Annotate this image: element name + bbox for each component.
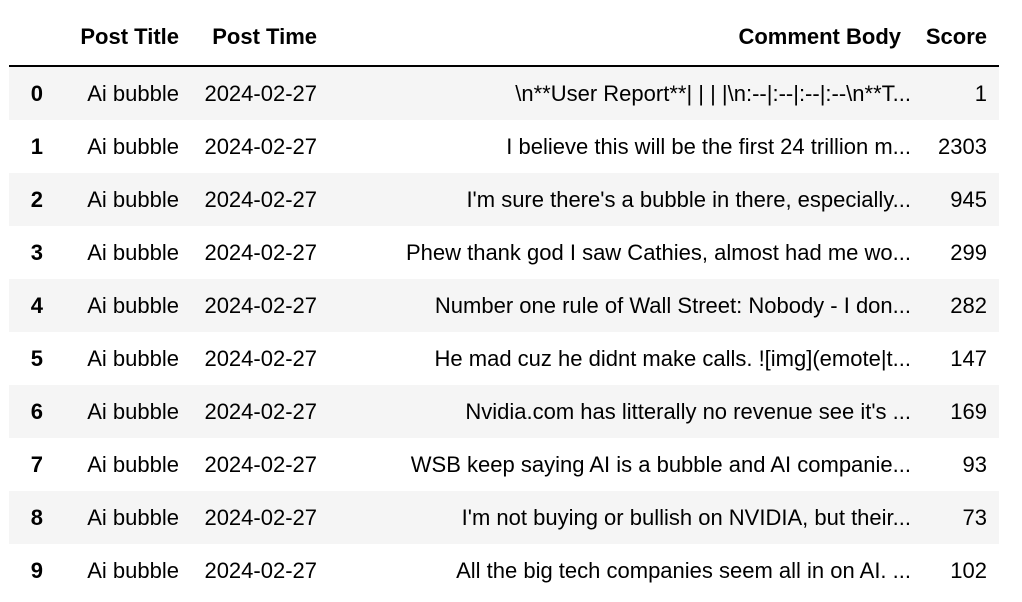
header-row: Post Title Post Time Comment Body Score: [9, 9, 999, 67]
table-header: Post Title Post Time Comment Body Score: [9, 9, 999, 67]
cell-comment-body: \n**User Report**| | | |\n:--|:--|:--|:-…: [515, 80, 911, 106]
cell-post-title: Ai bubble: [87, 186, 179, 212]
cell-score: 282: [950, 292, 987, 318]
cell-post-time: 2024-02-27: [204, 345, 317, 371]
cell-score: 93: [962, 451, 987, 477]
row-index: 9: [30, 557, 43, 583]
cell-post-time: 2024-02-27: [204, 451, 317, 477]
row-index: 5: [30, 345, 43, 371]
cell-comment-body: All the big tech companies seem all in o…: [456, 557, 911, 583]
cell-score: 169: [950, 398, 987, 424]
header-comment-body: Comment Body: [325, 9, 913, 67]
table-row: 2 Ai bubble 2024-02-27 I'm sure there's a b…: [9, 173, 999, 226]
cell-post-time: 2024-02-27: [204, 398, 317, 424]
cell-comment-body: Number one rule of Wall Street: Nobody -…: [434, 292, 911, 318]
header-score: Score: [913, 9, 999, 67]
dataframe-output: Post Title Post Time Comment Body Score …: [9, 9, 999, 597]
cell-post-title: Ai bubble: [87, 80, 179, 106]
cell-comment-body: He mad cuz he didnt make calls. ![img](e…: [434, 345, 911, 371]
cell-post-title: Ai bubble: [87, 504, 179, 530]
cell-post-time: 2024-02-27: [204, 133, 317, 159]
table-row: 7 Ai bubble 2024-02-27 WSB keep saying AI i…: [9, 438, 999, 491]
cell-comment-body: WSB keep saying AI is a bubble and AI co…: [410, 451, 911, 477]
cell-post-title: Ai bubble: [87, 451, 179, 477]
row-index: 2: [30, 186, 43, 212]
cell-score: 299: [950, 239, 987, 265]
table-row: 0 Ai bubble 2024-02-27 \n**User Report**| |…: [9, 66, 999, 120]
row-index: 7: [30, 451, 43, 477]
row-index: 4: [30, 292, 43, 318]
cell-score: 945: [950, 186, 987, 212]
cell-score: 1: [974, 80, 987, 106]
cell-score: 102: [950, 557, 987, 583]
cell-post-title: Ai bubble: [87, 345, 179, 371]
table-row: 3 Ai bubble 2024-02-27 Phew thank god I saw…: [9, 226, 999, 279]
cell-score: 2303: [938, 133, 987, 159]
header-post-title: Post Title: [51, 9, 187, 67]
cell-post-time: 2024-02-27: [204, 239, 317, 265]
cell-score: 73: [962, 504, 987, 530]
cell-post-time: 2024-02-27: [204, 504, 317, 530]
dataframe-table: Post Title Post Time Comment Body Score …: [9, 9, 999, 597]
cell-post-title: Ai bubble: [87, 133, 179, 159]
table-body: 0 Ai bubble 2024-02-27 \n**User Report**| |…: [9, 66, 999, 597]
row-index: 6: [30, 398, 43, 424]
cell-post-time: 2024-02-27: [204, 186, 317, 212]
cell-post-time: 2024-02-27: [204, 292, 317, 318]
table-row: 9 Ai bubble 2024-02-27 All the big tech com…: [9, 544, 999, 597]
cell-comment-body: Phew thank god I saw Cathies, almost had…: [405, 239, 911, 265]
row-index: 1: [30, 133, 43, 159]
cell-post-title: Ai bubble: [87, 398, 179, 424]
cell-comment-body: Nvidia.com has litterally no revenue see…: [465, 398, 911, 424]
cell-post-time: 2024-02-27: [204, 80, 317, 106]
cell-post-title: Ai bubble: [87, 239, 179, 265]
cell-post-title: Ai bubble: [87, 292, 179, 318]
cell-comment-body: I'm not buying or bullish on NVIDIA, but…: [461, 504, 911, 530]
row-index: 8: [30, 504, 43, 530]
table-row: 6 Ai bubble 2024-02-27 Nvidia.com has litte…: [9, 385, 999, 438]
table-row: 4 Ai bubble 2024-02-27 Number one rule of W…: [9, 279, 999, 332]
cell-score: 147: [950, 345, 987, 371]
row-index: 3: [30, 239, 43, 265]
row-index: 0: [30, 80, 43, 106]
table-row: 5 Ai bubble 2024-02-27 He mad cuz he didnt …: [9, 332, 999, 385]
table-row: 1 Ai bubble 2024-02-27 I believe this will …: [9, 120, 999, 173]
header-post-time: Post Time: [187, 9, 325, 67]
cell-comment-body: I believe this will be the first 24 tril…: [506, 133, 911, 159]
header-index: [9, 9, 51, 67]
cell-post-title: Ai bubble: [87, 557, 179, 583]
table-row: 8 Ai bubble 2024-02-27 I'm not buying or bu…: [9, 491, 999, 544]
cell-comment-body: I'm sure there's a bubble in there, espe…: [466, 186, 911, 212]
cell-post-time: 2024-02-27: [204, 557, 317, 583]
